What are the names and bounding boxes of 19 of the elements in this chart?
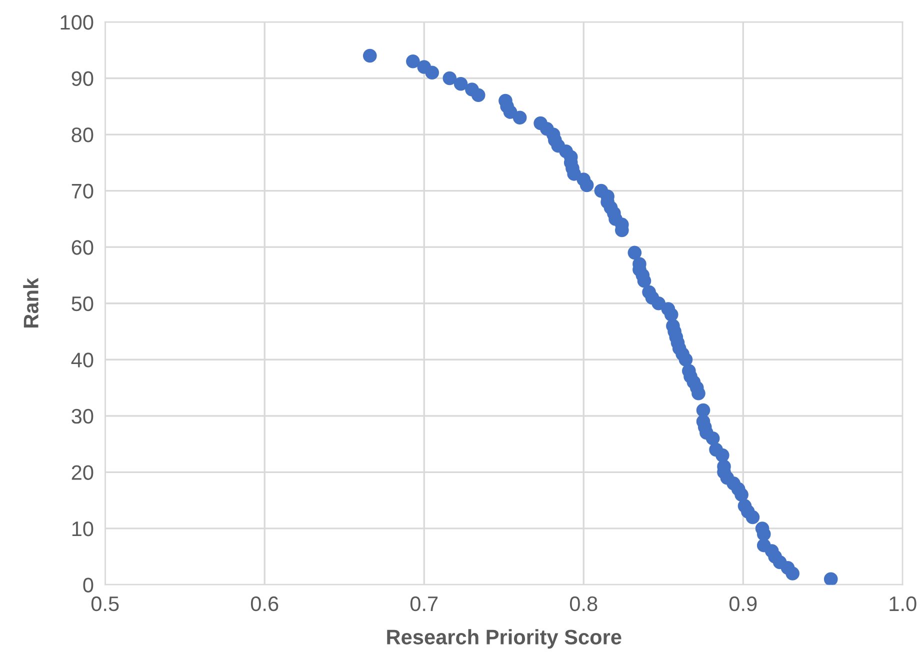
y-tick-label: 60 (72, 240, 94, 255)
y-tick-label: 50 (72, 296, 94, 312)
x-tick-label: 0.8 (570, 596, 598, 612)
y-tick-label: 100 (60, 14, 94, 30)
y-tick-label: 80 (72, 128, 94, 142)
y-tick-label: 20 (72, 465, 94, 480)
y-axis-title: Rank (23, 278, 38, 328)
x-tick-label: 0.9 (729, 596, 757, 612)
y-tick-label: 0 (83, 578, 94, 592)
x-axis-title: Research Priority Score (387, 629, 622, 649)
y-tick-label: 70 (72, 184, 94, 199)
y-tick-label: 30 (72, 408, 94, 424)
x-tick-label: 0.6 (250, 596, 278, 612)
x-tick-label: 0.5 (91, 596, 119, 612)
y-tick-label: 90 (72, 71, 94, 86)
x-tick-label: 0.7 (410, 596, 438, 612)
y-tick-label: 10 (72, 521, 94, 536)
x-tick-label: 1.0 (890, 596, 916, 612)
y-tick-label: 40 (71, 352, 94, 368)
